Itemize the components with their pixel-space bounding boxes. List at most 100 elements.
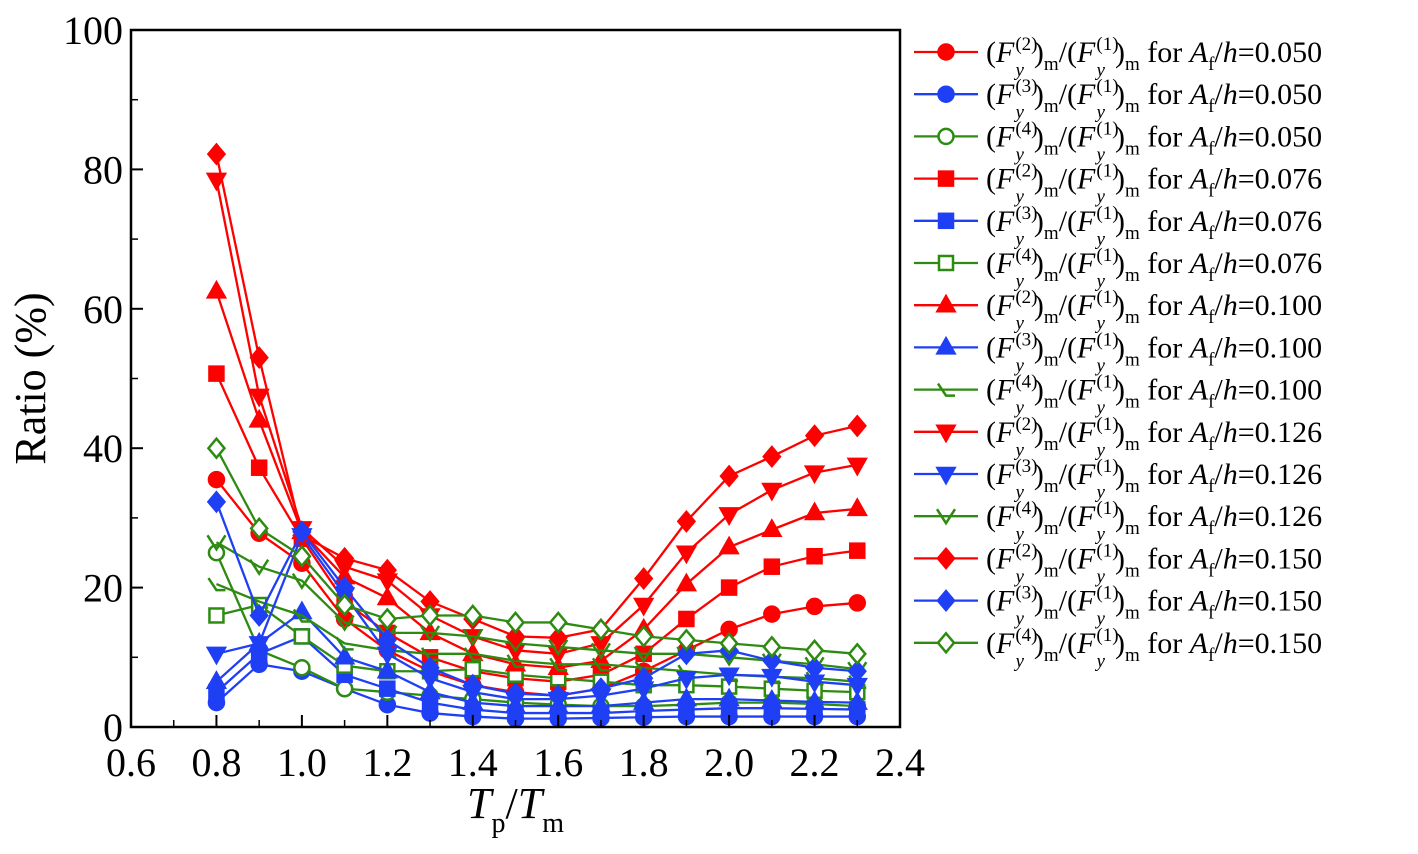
x-title-sep: / — [505, 779, 518, 828]
data-point — [719, 464, 739, 488]
legend-F: F — [995, 542, 1015, 575]
legend-superscript: (1) — [1096, 414, 1118, 435]
legend-paren: ) — [1115, 36, 1125, 69]
legend-ratio: =0.076 — [1238, 205, 1322, 238]
legend-slash: / — [1214, 585, 1223, 618]
legend-subscript-y: y — [1095, 102, 1106, 123]
legend-subscript-m: m — [1044, 603, 1059, 624]
data-point — [505, 682, 526, 705]
legend-A: A — [1188, 458, 1209, 491]
legend-paren: ( — [1067, 247, 1077, 280]
legend-subscript-y: y — [1013, 609, 1024, 630]
data-point — [634, 666, 654, 690]
legend-subscript-m: m — [1125, 518, 1140, 539]
legend-subscript-y: y — [1013, 144, 1024, 165]
legend-subscript-f: f — [1208, 434, 1215, 455]
data-point — [591, 657, 610, 672]
legend-subscript-y: y — [1095, 609, 1106, 630]
legend-superscript: (4) — [1015, 498, 1037, 519]
data-point — [549, 657, 568, 672]
legend-subscript-y: y — [1095, 440, 1106, 461]
data-point — [761, 482, 783, 502]
data-point — [762, 445, 782, 469]
legend-slash: / — [1214, 247, 1223, 280]
data-point — [762, 635, 782, 659]
legend-F: F — [995, 416, 1015, 449]
legend-F: F — [995, 36, 1015, 69]
series-line — [215, 291, 858, 669]
legend-h: h — [1223, 163, 1238, 196]
data-point — [205, 646, 228, 666]
data-point — [420, 604, 440, 627]
legend-paren: ( — [1067, 500, 1077, 533]
data-point — [548, 684, 568, 708]
y-axis-ticks: 0 20 40 60 80 100 — [63, 8, 143, 750]
legend-entry: (F(2) y)m/(F(1) y)m for Af/h=0.100 — [914, 287, 1322, 334]
legend-A: A — [1188, 247, 1209, 280]
data-point — [847, 659, 867, 683]
legend-A: A — [1188, 585, 1209, 618]
data-point — [206, 534, 227, 552]
legend-h: h — [1223, 374, 1238, 407]
legend-paren: ( — [1067, 416, 1077, 449]
data-point — [718, 535, 740, 555]
legend-subscript-y: y — [1013, 271, 1024, 292]
data-point — [590, 642, 611, 660]
legend-paren: ( — [1067, 163, 1077, 196]
legend-paren: ( — [986, 627, 996, 660]
legend-paren: ( — [986, 374, 996, 407]
legend-paren: ( — [1067, 120, 1077, 153]
data-point — [675, 670, 698, 690]
legend-paren: ( — [986, 500, 996, 533]
legend-subscript-y: y — [1013, 398, 1024, 419]
legend-h: h — [1223, 120, 1238, 153]
legend-subscript-y: y — [1095, 651, 1106, 672]
data-point — [720, 579, 738, 596]
legend-subscript-m: m — [1044, 181, 1059, 202]
legend-superscript: (4) — [1015, 372, 1037, 393]
legend-subscript-m: m — [1125, 603, 1140, 624]
data-point — [846, 691, 868, 710]
legend-subscript-m: m — [1125, 307, 1140, 328]
data-point — [678, 610, 695, 628]
legend-paren: ) — [1034, 585, 1044, 618]
series-15 — [206, 436, 867, 666]
data-point — [206, 142, 227, 166]
legend-paren: ) — [1034, 163, 1044, 196]
legend-subscript-m: m — [1125, 560, 1140, 581]
legend-subscript-y: y — [1013, 229, 1024, 250]
legend-label: (F(2) y)m/(F(1) y)m for Af/h=0.126 — [986, 414, 1322, 461]
legend-slash: / — [1214, 331, 1223, 364]
legend-for: for — [1140, 331, 1190, 364]
legend-superscript: (1) — [1096, 372, 1118, 393]
legend-subscript-f: f — [1208, 603, 1215, 624]
legend-label: (F(4) y)m/(F(1) y)m for Af/h=0.126 — [986, 498, 1322, 545]
legend-F: F — [995, 458, 1015, 491]
legend-subscript-y: y — [1095, 187, 1106, 208]
legend-paren: ) — [1034, 374, 1044, 407]
series-line — [215, 635, 858, 715]
legend-label: (F(2) y)m/(F(1) y)m for Af/h=0.100 — [986, 287, 1322, 334]
data-point — [207, 544, 226, 562]
legend-subscript-m: m — [1125, 138, 1140, 159]
data-point — [849, 542, 866, 559]
legend-F: F — [995, 331, 1015, 364]
legend-subscript-y: y — [1013, 524, 1024, 545]
legend-label: (F(4) y)m/(F(1) y)m for Af/h=0.076 — [986, 245, 1322, 292]
legend-ratio: =0.126 — [1238, 416, 1322, 449]
legend-subscript-f: f — [1208, 181, 1215, 202]
data-point — [935, 293, 957, 313]
legend-paren: ( — [1067, 78, 1077, 111]
legend-F: F — [1076, 78, 1096, 111]
data-point — [763, 605, 781, 623]
data-point — [804, 424, 825, 448]
legend-h: h — [1223, 205, 1238, 238]
legend-h: h — [1223, 247, 1238, 280]
legend-slash: / — [1214, 458, 1223, 491]
legend-subscript-m: m — [1044, 392, 1059, 413]
legend-subscript-m: m — [1044, 307, 1059, 328]
legend-slash: / — [1214, 36, 1223, 69]
legend-subscript-y: y — [1095, 271, 1106, 292]
legend-subscript-y: y — [1095, 313, 1106, 334]
